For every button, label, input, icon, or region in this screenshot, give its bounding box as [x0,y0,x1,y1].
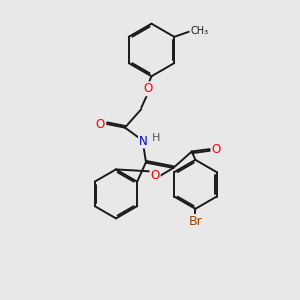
Text: O: O [143,82,152,95]
Text: O: O [96,118,105,130]
Text: H: H [152,133,160,143]
Text: N: N [139,134,148,148]
Text: O: O [212,142,221,156]
Text: CH₃: CH₃ [190,26,208,36]
Text: O: O [151,169,160,182]
Text: Br: Br [188,215,202,228]
